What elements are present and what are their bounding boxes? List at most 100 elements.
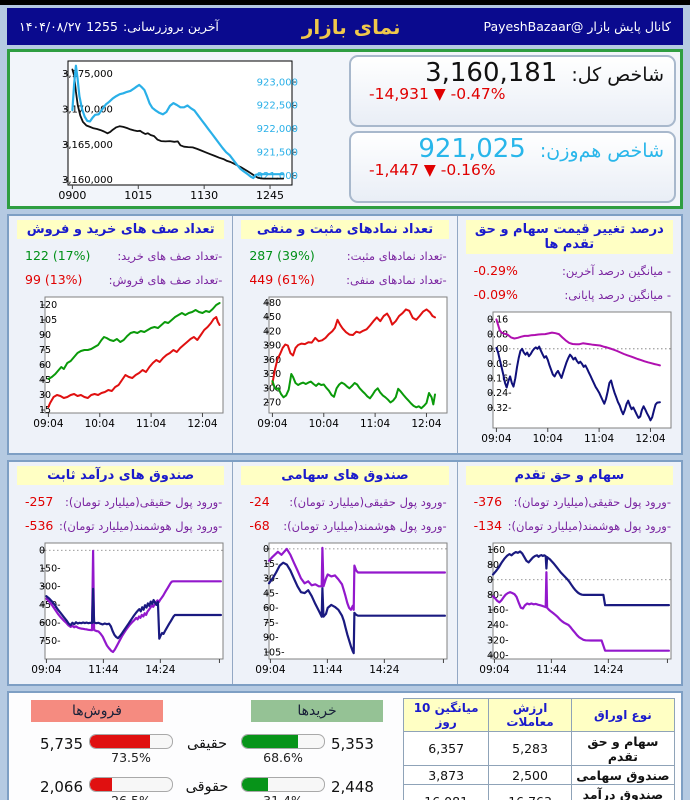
svg-text:14:24: 14:24 (594, 664, 625, 676)
stat-value: 122 (17%) (25, 248, 91, 263)
stat-label: -تعداد نمادهای مثبت: (346, 249, 447, 263)
svg-text:-0.08: -0.08 (487, 359, 512, 370)
panel-title: صندوق های سهامی (241, 466, 449, 485)
total-index-value: 3,160,181 (425, 58, 558, 88)
svg-text:0: 0 (263, 544, 269, 555)
stat-label: -تعداد صف های خرید: (117, 249, 223, 263)
svg-text:14:24: 14:24 (369, 664, 400, 676)
buy-real-value: 5,353 (331, 734, 374, 753)
svg-text:1245: 1245 (256, 189, 284, 202)
table-row: سهام و حق تقدم 5,283 6,357 (402, 731, 676, 766)
col-trade-value: ارزش معاملات (488, 698, 572, 732)
fixed-income-chart-svg: 0 -150 -300 -450 -600 -750 09:04 11:44 14:24 (31, 542, 224, 676)
money-flow-row: سهام و حق تقدم -ورود پول حقیقی(میلیارد ت… (7, 460, 683, 686)
svg-text:11:04: 11:04 (360, 418, 391, 430)
index-intraday-chart-svg: 3,160,000 3,165,000 3,170,000 3,175,000 921,… (58, 60, 298, 202)
svg-text:-320: -320 (487, 635, 509, 646)
last-update-label: آخرین بروزرسانی: (122, 19, 219, 34)
svg-text:922,000: 922,000 (257, 124, 298, 135)
dashboard: کانال پایش بازار @PayeshBazaar نمای بازا… (0, 5, 690, 800)
svg-text:90: 90 (39, 330, 51, 341)
svg-text:09:04: 09:04 (480, 664, 511, 676)
page-title: نمای بازار (301, 14, 401, 39)
stat-label: -ورود پول حقیقی(میلیارد تومان): (64, 495, 223, 509)
svg-text:11:44: 11:44 (537, 664, 568, 676)
svg-text:12:04: 12:04 (636, 433, 667, 445)
table-row: صندوق سهامی 2,500 3,873 (402, 765, 676, 785)
last-update-date: ۱۴۰۴/۰۸/۲۷ (19, 19, 82, 34)
svg-text:-60: -60 (263, 603, 279, 614)
svg-text:-600: -600 (39, 618, 61, 629)
equal-weight-index-change: -1,447 ▼ -0.16% (369, 161, 496, 180)
index-intraday-chart: 3,160,000 3,165,000 3,170,000 3,175,000 921,… (12, 54, 344, 204)
sell-real-percent: 73.5% (111, 750, 151, 765)
svg-text:330: 330 (263, 369, 281, 380)
svg-text:75: 75 (39, 345, 51, 356)
svg-text:270: 270 (263, 398, 281, 409)
stat-label: -تعداد نمادهای منفی: (346, 273, 447, 287)
svg-text:10:04: 10:04 (84, 418, 115, 430)
svg-text:0.08: 0.08 (487, 329, 508, 340)
stat-value: 99 (13%) (25, 272, 83, 287)
svg-text:1130: 1130 (190, 189, 218, 202)
svg-text:921,500: 921,500 (257, 147, 298, 158)
index-cards: شاخص کل: 3,160,181 -14,931 ▼ -0.47% شاخص… (344, 54, 678, 204)
svg-text:450: 450 (263, 312, 281, 323)
buy-real-bar: 68.6% (241, 722, 325, 765)
svg-text:120: 120 (39, 300, 57, 311)
stat-value: 449 (61%) (249, 272, 315, 287)
svg-text:0900: 0900 (58, 189, 86, 202)
panel-title: تعداد نمادهای مثبت و منفی (241, 220, 449, 239)
svg-text:12:04: 12:04 (411, 418, 442, 430)
svg-text:360: 360 (263, 355, 281, 366)
svg-text:09:04: 09:04 (482, 433, 513, 445)
sells-header: فروش‌ها (31, 700, 163, 722)
row-label-legal: حقوقی (185, 778, 229, 795)
svg-text:0: 0 (39, 545, 45, 556)
panel-title: درصد تغییر قیمت سهام و حق تقدم ها (465, 220, 673, 254)
svg-text:-240: -240 (487, 620, 509, 631)
svg-text:3,165,000: 3,165,000 (62, 140, 113, 151)
panel-stocks-money-flow: سهام و حق تقدم -ورود پول حقیقی(میلیارد ت… (458, 462, 681, 684)
equal-weight-index-label: شاخص هم‌وزن: (539, 140, 664, 162)
buyer-seller-flows: فروش‌ها خریدها 5,735 73.5% حقیقی 68.6% 5… (15, 698, 403, 800)
svg-text:-450: -450 (39, 600, 61, 611)
trade-summary-section: نوع اوراق ارزش معاملات میانگین 10 روز سه… (7, 691, 683, 800)
svg-text:14:24: 14:24 (145, 664, 176, 676)
svg-text:-150: -150 (39, 564, 61, 575)
svg-text:-90: -90 (263, 633, 279, 644)
svg-text:-0.24: -0.24 (487, 388, 512, 399)
stat-value: -68 (249, 518, 270, 533)
table-row: صندوق درآمد ثابت 16,763 16,081 (402, 784, 676, 800)
svg-text:10:04: 10:04 (533, 433, 564, 445)
stat-label: -ورود پول حقیقی(میلیارد تومان): (513, 495, 671, 509)
svg-text:390: 390 (263, 341, 281, 352)
sell-real-value: 5,735 (40, 734, 83, 753)
svg-text:160: 160 (487, 545, 505, 556)
svg-text:-45: -45 (263, 588, 279, 599)
stat-label: -ورود پول هوشمند(میلیارد تومان): (507, 519, 671, 533)
svg-text:-0.32: -0.32 (487, 403, 512, 414)
svg-text:-400: -400 (487, 650, 509, 661)
svg-text:-15: -15 (263, 559, 279, 570)
svg-text:-0.16: -0.16 (487, 373, 512, 384)
stat-label: -تعداد صف های فروش: (108, 273, 223, 287)
svg-text:3,175,000: 3,175,000 (62, 69, 113, 80)
stat-label: - میانگین درصد آخرین: (562, 264, 671, 278)
svg-text:922,500: 922,500 (257, 101, 298, 112)
svg-text:921,000: 921,000 (257, 171, 298, 182)
svg-text:-300: -300 (39, 582, 61, 593)
svg-text:15: 15 (39, 405, 51, 416)
col-10day-average: میانگین 10 روز (402, 698, 490, 732)
panel-equity-funds-money-flow: صندوق های سهامی -ورود پول حقیقی(میلیارد … (233, 462, 458, 684)
svg-text:480: 480 (263, 298, 281, 309)
svg-text:11:44: 11:44 (312, 664, 343, 676)
stat-label: -ورود پول هوشمند(میلیارد تومان): (58, 519, 223, 533)
svg-text:09:04: 09:04 (257, 418, 288, 430)
svg-text:923,000: 923,000 (257, 77, 298, 88)
svg-text:1015: 1015 (124, 189, 152, 202)
stat-value: -24 (249, 494, 270, 509)
svg-text:30: 30 (39, 390, 51, 401)
